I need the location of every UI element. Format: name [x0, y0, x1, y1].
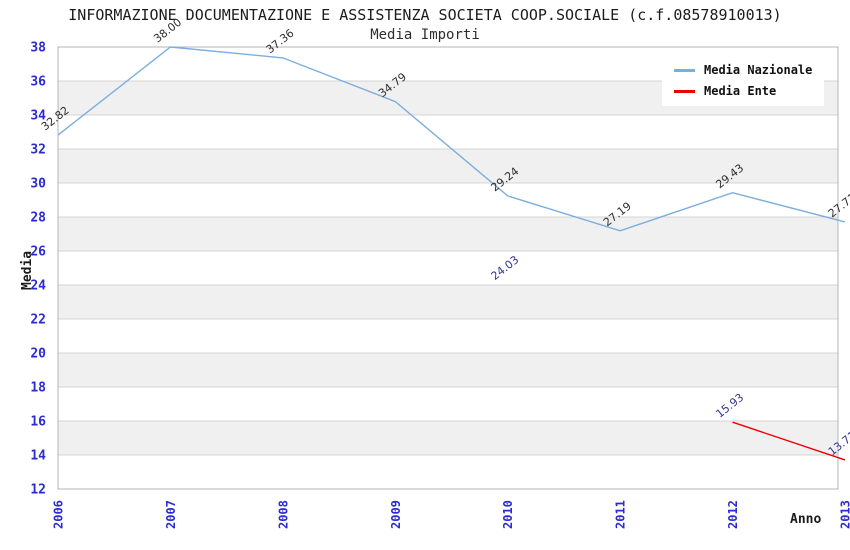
legend-label: Media Ente	[704, 84, 777, 98]
y-tick-label: 22	[30, 313, 46, 328]
plot-band	[58, 285, 838, 319]
y-tick-label: 26	[30, 245, 46, 260]
plot-band	[58, 183, 838, 217]
plot-band	[58, 149, 838, 183]
plot-band	[58, 455, 838, 489]
plot-band	[58, 421, 838, 455]
data-label: 38.00	[151, 16, 184, 46]
chart-title: INFORMAZIONE DOCUMENTAZIONE E ASSISTENZA…	[68, 6, 782, 24]
plot-band	[58, 251, 838, 285]
chart-subtitle: Media Importi	[370, 27, 480, 43]
y-tick-label: 28	[30, 211, 46, 226]
y-tick-label: 16	[30, 415, 46, 430]
x-tick-label: 2012	[726, 500, 740, 529]
y-tick-label: 30	[30, 177, 46, 192]
y-axis-title: Media	[20, 250, 35, 290]
y-tick-label: 34	[30, 109, 46, 124]
plot-band	[58, 353, 838, 387]
legend-item-media-ente: Media Ente	[674, 84, 812, 98]
x-tick-label: 2006	[52, 500, 66, 529]
series-line	[57, 46, 846, 232]
series-line	[732, 421, 846, 461]
plot-band	[58, 217, 838, 251]
legend: Media Nazionale Media Ente	[662, 57, 825, 106]
x-axis-title: Anno	[790, 512, 822, 527]
plot-band	[58, 115, 838, 149]
y-tick-label: 18	[30, 381, 46, 396]
y-tick-label: 14	[30, 449, 46, 464]
plot-border	[57, 46, 839, 490]
y-tick-label: 20	[30, 347, 46, 362]
legend-swatch-blue-line	[674, 68, 695, 72]
plot-band	[58, 319, 838, 353]
x-tick-label: 2011	[614, 500, 628, 529]
legend-item-media-nazionale: Media Nazionale	[674, 63, 812, 77]
legend-swatch-red-line	[674, 89, 695, 93]
x-tick-label: 2007	[164, 500, 178, 529]
y-tick-label: 24	[30, 279, 46, 294]
x-tick-label: 2010	[501, 500, 515, 529]
x-tick-label: 2013	[839, 500, 850, 529]
y-tick-label: 12	[30, 483, 46, 498]
y-tick-label: 36	[30, 75, 46, 90]
x-tick-label: 2008	[276, 500, 290, 529]
x-tick-label: 2009	[389, 500, 403, 529]
legend-label: Media Nazionale	[704, 63, 813, 77]
y-tick-label: 38	[30, 41, 46, 56]
plot-band	[58, 387, 838, 421]
y-tick-label: 32	[30, 143, 46, 158]
